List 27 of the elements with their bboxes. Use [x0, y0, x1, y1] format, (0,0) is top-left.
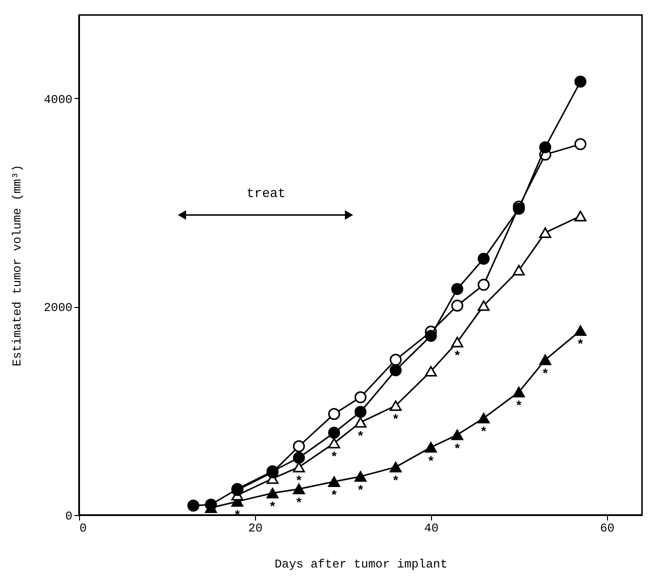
x-axis-title: Days after tumor implant — [274, 558, 448, 572]
x-tick-label: 0 — [80, 522, 87, 536]
annotation: * — [453, 349, 462, 364]
annotation: * — [268, 500, 276, 516]
annotation: * — [514, 399, 523, 414]
annotation: * — [295, 496, 303, 511]
x-tick-label: 20 — [248, 522, 263, 536]
x-tick-label: 60 — [600, 522, 615, 536]
x-tick-label: 40 — [424, 522, 439, 536]
annotation: * — [453, 442, 462, 457]
annotation: * — [480, 425, 488, 440]
annotation: treat — [246, 186, 286, 201]
y-axis-title: Estimated tumor volume (mm³) — [10, 164, 25, 366]
annotation: * — [330, 488, 338, 504]
annotation: * — [426, 454, 435, 470]
annotation: * — [233, 508, 242, 524]
annotation: * — [330, 450, 338, 466]
annotation: * — [541, 366, 550, 382]
y-tick-label: 2000 — [44, 301, 72, 316]
annotation: * — [576, 338, 584, 353]
y-tick-label: 0 — [65, 510, 72, 524]
annotation: * — [392, 412, 400, 428]
annotation: * — [295, 474, 303, 490]
y-tick-label: 4000 — [44, 92, 72, 107]
annotation: * — [392, 474, 400, 490]
annotation: * — [356, 483, 364, 498]
annotation: * — [356, 429, 364, 444]
